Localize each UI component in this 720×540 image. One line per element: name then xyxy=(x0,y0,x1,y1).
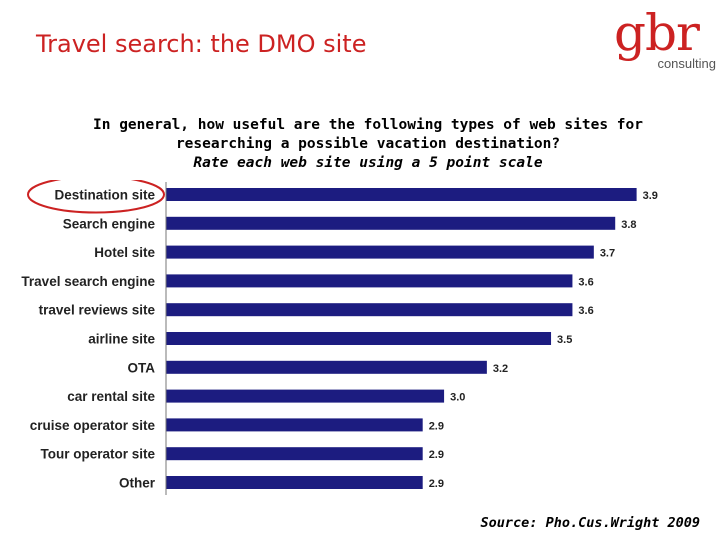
category-label: Destination site xyxy=(54,188,155,203)
value-label: 2.9 xyxy=(429,420,444,432)
bar xyxy=(166,216,616,230)
value-label: 3.6 xyxy=(578,305,593,317)
bar xyxy=(166,476,423,489)
slide-title: Travel search: the DMO site xyxy=(36,30,367,58)
category-label: cruise operator site xyxy=(30,418,156,433)
highlight-ellipse xyxy=(27,180,165,214)
company-logo: gbr consulting xyxy=(612,8,716,76)
value-label: 3.8 xyxy=(621,219,636,231)
bar xyxy=(166,245,594,259)
logo-mark: gbr xyxy=(614,4,700,62)
bar xyxy=(166,360,487,374)
bar xyxy=(166,332,552,345)
value-label: 3.5 xyxy=(557,334,572,346)
bar-chart: Destination site 3.9 Search engine 3.8 Hotel… xyxy=(21,180,658,495)
category-label: Tour operator site xyxy=(40,447,155,462)
category-label: travel reviews site xyxy=(39,303,156,318)
question-instruction: Rate each web site using a 5 point scale xyxy=(193,155,543,171)
bar xyxy=(166,274,573,288)
value-label: 3.7 xyxy=(600,248,615,260)
bar xyxy=(166,447,423,461)
bar xyxy=(166,418,423,432)
category-label: Travel search engine xyxy=(21,274,155,289)
category-label: Search engine xyxy=(63,216,156,231)
question-line-1: In general, how useful are the following… xyxy=(93,117,643,133)
bar xyxy=(166,303,573,317)
value-label: 2.9 xyxy=(429,478,444,490)
value-label: 2.9 xyxy=(429,449,444,461)
bar xyxy=(166,389,445,403)
bar xyxy=(166,188,637,201)
category-label: car rental site xyxy=(67,389,155,404)
category-label: OTA xyxy=(128,360,156,375)
category-label: Other xyxy=(119,476,156,491)
value-label: 3.0 xyxy=(450,392,465,404)
survey-question: In general, how useful are the following… xyxy=(0,116,720,173)
value-label: 3.9 xyxy=(643,190,658,202)
logo-subtitle: consulting xyxy=(657,56,716,71)
category-label: airline site xyxy=(88,332,155,347)
source-note: Source: Pho.Cus.Wright 2009 xyxy=(480,515,700,531)
question-line-2: researching a possible vacation destinat… xyxy=(175,136,561,152)
value-label: 3.2 xyxy=(493,363,508,375)
category-label: Hotel site xyxy=(94,245,155,260)
value-label: 3.6 xyxy=(578,276,593,288)
